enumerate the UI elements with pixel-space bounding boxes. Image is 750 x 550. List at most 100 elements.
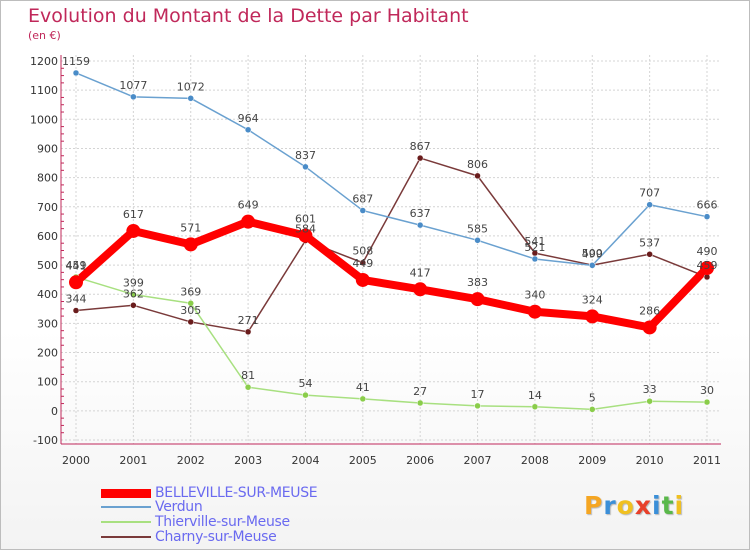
legend-swatch: [101, 536, 151, 538]
data-label: 17: [471, 388, 485, 401]
data-point: [187, 300, 194, 307]
data-label: 666: [697, 199, 718, 212]
data-point: [69, 275, 83, 290]
legend-swatch: [101, 521, 151, 523]
data-label: 54: [298, 377, 312, 390]
data-point: [244, 328, 252, 336]
y-tick-label: 900: [37, 142, 58, 155]
data-point: [646, 251, 653, 258]
data-point: [474, 237, 481, 244]
y-tick-label: 1200: [30, 55, 58, 68]
data-label: 1159: [62, 55, 90, 68]
y-tick-label: -100: [33, 434, 58, 447]
data-label: 601: [295, 213, 316, 226]
x-tick-label: 2002: [177, 454, 205, 467]
data-label: 537: [639, 236, 660, 249]
logo-letter: i: [674, 491, 685, 520]
data-label: 14: [528, 389, 542, 402]
data-label: 459: [697, 259, 718, 272]
data-point: [585, 309, 600, 324]
data-point: [416, 154, 424, 162]
proxiti-logo: Proxiti: [584, 491, 684, 520]
data-point: [700, 260, 714, 275]
data-label: 1072: [177, 80, 205, 93]
data-point: [416, 221, 424, 229]
data-point: [527, 304, 542, 319]
data-point: [646, 397, 653, 405]
data-label: 5: [589, 391, 596, 404]
y-tick-label: 200: [37, 347, 58, 360]
logo-letter: t: [661, 491, 675, 520]
data-label: 867: [410, 140, 431, 153]
data-label: 305: [180, 304, 201, 317]
data-point: [298, 228, 313, 243]
x-tick-label: 2008: [521, 454, 549, 467]
data-label: 521: [524, 241, 545, 254]
data-point: [130, 93, 137, 101]
data-point: [359, 395, 367, 403]
data-label: 617: [123, 208, 144, 221]
y-tick-label: 1100: [30, 84, 58, 97]
data-label: 286: [639, 304, 660, 317]
x-tick-label: 2010: [636, 454, 664, 467]
x-tick-label: 2001: [119, 454, 147, 467]
data-point: [244, 383, 252, 391]
data-label: 81: [241, 369, 255, 382]
data-point: [646, 201, 653, 208]
x-tick-label: 2007: [464, 454, 492, 467]
legend-swatch: [101, 489, 151, 498]
data-label: 707: [639, 187, 660, 200]
data-point: [416, 399, 424, 407]
data-point: [413, 282, 428, 297]
data-point: [302, 163, 309, 171]
data-point: [359, 207, 367, 214]
data-label: 508: [352, 245, 373, 258]
data-point: [474, 402, 481, 410]
data-label: 324: [582, 293, 603, 306]
y-tick-label: 300: [37, 317, 58, 330]
x-tick-label: 2006: [406, 454, 434, 467]
legend-label: BELLEVILLE-SUR-MEUSE: [155, 485, 318, 501]
data-point: [187, 95, 194, 102]
data-point: [126, 223, 141, 238]
y-tick-label: 800: [37, 172, 58, 185]
data-label: 637: [410, 207, 431, 220]
data-label: 344: [66, 293, 87, 306]
x-tick-label: 2003: [234, 454, 262, 467]
data-label: 571: [180, 221, 201, 234]
data-label: 362: [123, 287, 144, 300]
y-tick-label: 100: [37, 376, 58, 389]
logo-letter: r: [603, 491, 617, 520]
data-point: [703, 213, 711, 220]
data-label: 459: [66, 259, 87, 272]
data-label: 33: [643, 383, 657, 396]
data-label: 499: [582, 247, 603, 260]
data-point: [187, 318, 194, 326]
series-line-0: [73, 217, 710, 332]
chart-subtitle: (en €): [28, 29, 61, 42]
data-label: 417: [410, 266, 431, 279]
data-label: 585: [467, 222, 488, 235]
x-tick-label: 2009: [578, 454, 606, 467]
data-point: [359, 259, 367, 266]
logo-letter: i: [652, 491, 662, 520]
data-label: 806: [467, 158, 488, 171]
y-tick-label: 600: [37, 230, 58, 243]
data-point: [355, 272, 370, 287]
data-label: 964: [238, 112, 259, 125]
data-label: 441: [66, 259, 87, 272]
y-tick-label: 0: [51, 405, 58, 418]
data-point: [470, 292, 485, 307]
series-line-3: [75, 157, 708, 333]
data-label: 687: [352, 193, 373, 206]
x-tick-label: 2005: [349, 454, 377, 467]
legend-label: Thierville-sur-Meuse: [155, 514, 290, 530]
data-label: 271: [238, 314, 259, 327]
data-point: [302, 391, 309, 399]
data-point: [183, 237, 198, 252]
data-label: 584: [295, 223, 316, 236]
data-point: [589, 406, 596, 413]
data-label: 541: [524, 235, 545, 248]
logo-letter: o: [616, 491, 635, 520]
